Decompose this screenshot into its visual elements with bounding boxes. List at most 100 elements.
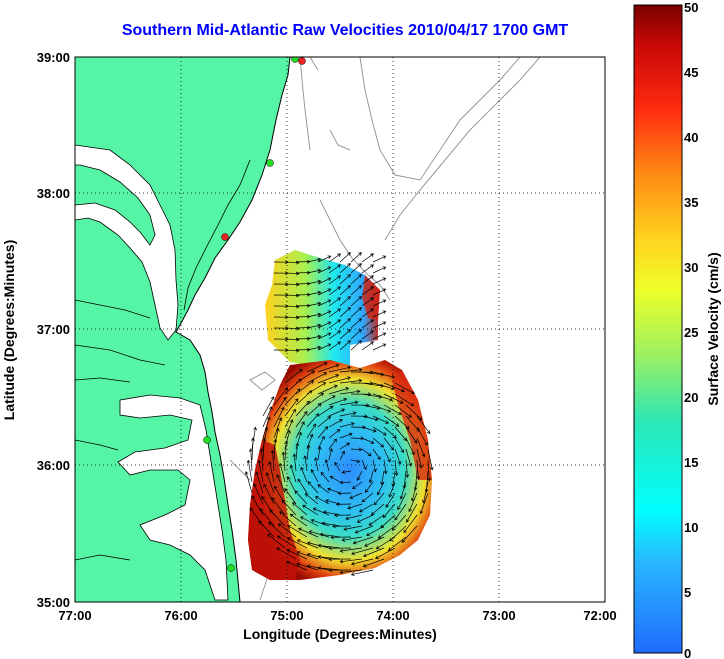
colorbar-tick-label: 45 xyxy=(684,65,698,80)
velocity-arrow xyxy=(317,343,332,351)
velocity-arrow xyxy=(284,388,301,406)
velocity-arrow xyxy=(383,393,404,404)
velocity-arrow xyxy=(356,514,374,523)
station-marker xyxy=(221,233,229,241)
velocity-arrow xyxy=(394,404,412,418)
x-tick-labels: 77:00 76:00 75:00 74:00 73:00 72:00 xyxy=(58,608,616,623)
velocity-arrow xyxy=(339,263,351,274)
velocity-arrow xyxy=(292,453,297,472)
pamlico-sound xyxy=(117,394,229,601)
colorbar xyxy=(633,4,683,654)
velocity-arrow xyxy=(368,470,374,484)
velocity-arrow xyxy=(284,337,300,342)
velocity-arrow xyxy=(403,514,418,534)
x-tick-label: 75:00 xyxy=(270,608,303,623)
y-tick-label: 35:00 xyxy=(37,595,70,610)
velocity-arrow xyxy=(361,297,374,307)
velocity-arrow xyxy=(372,404,392,413)
velocity-arrow xyxy=(284,282,300,287)
x-tick-label: 72:00 xyxy=(583,608,616,623)
x-tick-label: 73:00 xyxy=(482,608,515,623)
velocity-arrow xyxy=(319,532,341,538)
velocity-arrow xyxy=(268,521,286,538)
colorbar-label: Surface Velocity (cm/s) xyxy=(705,252,721,405)
velocity-arrow xyxy=(317,543,341,549)
velocity-arrow xyxy=(317,566,341,571)
velocity-arrow xyxy=(370,503,385,516)
colorbar-tick-label: 35 xyxy=(684,195,698,210)
velocity-arrow xyxy=(385,492,396,508)
colorbar-tick-label: 5 xyxy=(684,585,691,600)
velocity-arrow xyxy=(306,257,322,263)
velocity-arrow xyxy=(350,340,362,351)
velocity-arrow xyxy=(405,459,410,478)
velocity-arrow xyxy=(406,503,418,523)
velocity-arrow xyxy=(350,558,374,566)
velocity-high-fringe-east xyxy=(392,370,432,480)
velocity-arrow xyxy=(349,492,363,499)
velocity-arrow xyxy=(244,471,253,494)
velocity-arrow xyxy=(372,321,387,329)
velocity-arrow xyxy=(306,279,322,285)
velocity-patch-south xyxy=(248,360,432,580)
colorbar-tick-label: 20 xyxy=(684,390,698,405)
velocity-arrow xyxy=(284,440,289,461)
velocity-vectors xyxy=(244,252,434,577)
velocity-arrow xyxy=(279,511,297,527)
velocity-arrow xyxy=(295,410,308,428)
velocity-arrow xyxy=(383,404,402,416)
velocity-arrow xyxy=(408,492,418,513)
velocity-arrow xyxy=(364,536,385,547)
velocity-arrow xyxy=(281,499,297,516)
velocity-arrow xyxy=(372,415,390,424)
velocity-arrow xyxy=(339,307,351,318)
velocity-arrow xyxy=(350,414,368,419)
velocity-arrow xyxy=(339,340,351,351)
velocity-arrow xyxy=(304,493,319,505)
velocity-arrow xyxy=(339,432,353,439)
velocity-arrow xyxy=(416,437,426,458)
velocity-arrow xyxy=(306,290,322,296)
velocity-arrow xyxy=(339,329,351,340)
velocity-arrow xyxy=(416,415,431,435)
velocity-arrow xyxy=(284,293,300,298)
velocity-arrow xyxy=(328,419,343,428)
velocity-arrow xyxy=(416,448,423,469)
velocity-arrow xyxy=(351,547,374,556)
velocity-arrow xyxy=(372,277,387,285)
velocity-arrow xyxy=(375,536,396,550)
delmarva-coast xyxy=(183,159,251,311)
velocity-arrow xyxy=(339,411,357,417)
velocity-arrow xyxy=(276,474,286,494)
velocity-arrow xyxy=(306,413,320,428)
velocity-arrow xyxy=(328,253,341,263)
velocity-arrow xyxy=(303,455,308,472)
velocity-arrow xyxy=(361,275,374,285)
velocity-arrow xyxy=(361,448,372,457)
velocity-arrow xyxy=(321,521,341,527)
velocity-arrow xyxy=(427,448,434,471)
map-grid xyxy=(75,57,605,602)
velocity-arrow xyxy=(350,307,362,318)
velocity-arrow xyxy=(328,275,341,285)
velocity-arrow xyxy=(350,263,362,274)
y-tick-label: 38:00 xyxy=(37,186,70,201)
station-marker xyxy=(227,564,235,572)
velocity-arrow xyxy=(361,253,374,263)
velocity-arrow xyxy=(364,481,374,493)
velocity-arrow xyxy=(419,492,429,515)
velocity-arrow xyxy=(306,444,311,461)
velocity-arrow xyxy=(339,558,363,564)
velocity-arrow xyxy=(298,527,319,538)
velocity-arrow xyxy=(339,400,359,406)
velocity-arrow xyxy=(394,503,407,521)
velocity-arrow xyxy=(328,546,352,551)
velocity-arrow xyxy=(405,448,413,467)
velocity-arrow xyxy=(372,255,387,263)
velocity-arrow xyxy=(317,310,332,318)
velocity-arrow xyxy=(317,255,332,263)
velocity-arrow xyxy=(339,367,363,373)
velocity-arrow xyxy=(356,470,363,481)
colorbar-tick-label: 10 xyxy=(684,520,698,535)
